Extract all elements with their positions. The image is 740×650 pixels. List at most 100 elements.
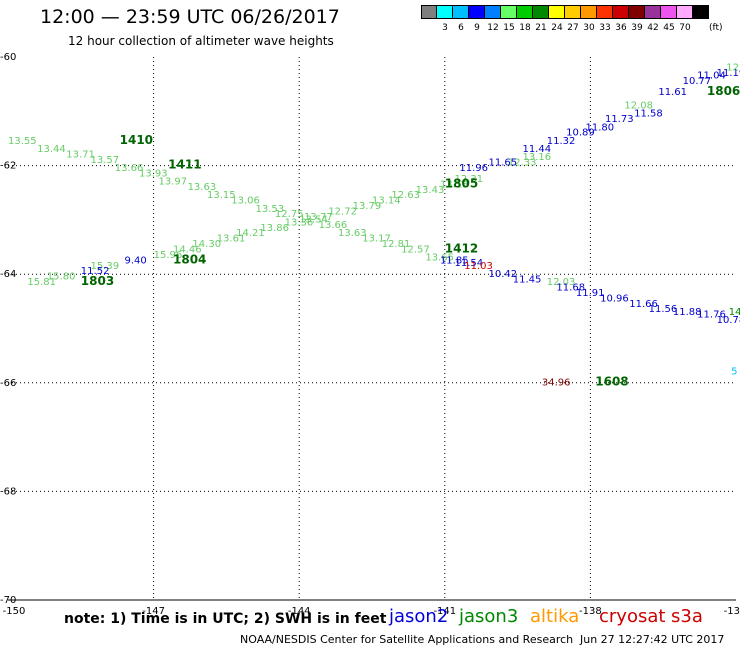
scale-swatch <box>533 5 549 19</box>
track-time-label: 1803 <box>81 274 114 288</box>
track-time-label: 1412 <box>445 241 478 255</box>
wave-height-label: 11.45 <box>513 274 542 285</box>
wave-height-label: 14.21 <box>236 228 265 239</box>
scale-label: 3 <box>442 23 448 33</box>
scale-swatch <box>677 5 693 19</box>
credit-text: NOAA/NESDIS Center for Satellite Applica… <box>240 633 574 646</box>
scale-label: 15 <box>503 23 515 33</box>
wave-height-label: 12 <box>726 63 739 74</box>
lat-tick-label: -64 <box>0 269 16 280</box>
wave-height-label: 10.77 <box>683 76 712 87</box>
wave-height-label: 11.91 <box>576 288 605 299</box>
lon-tick-label: -150 <box>3 606 26 617</box>
scale-label: 24 <box>551 23 563 33</box>
scale-swatch <box>581 5 597 19</box>
scale-label: 45 <box>663 23 675 33</box>
wave-height-label: 14.30 <box>192 239 221 250</box>
lon-tick-label: -147 <box>142 606 165 617</box>
wave-height-label: 11.56 <box>649 304 678 315</box>
wave-height-label: 13.44 <box>37 144 66 155</box>
scale-label: 6 <box>458 23 464 33</box>
track-time-label: 1411 <box>168 157 201 171</box>
wave-height-label: 12.31 <box>455 174 484 185</box>
mission-altika: altika <box>530 606 580 627</box>
wave-height-label: 13.65 <box>425 253 454 264</box>
wave-height-label: 13.63 <box>188 182 217 193</box>
wave-height-label: 13.17 <box>362 234 391 245</box>
lon-tick-label: -13 <box>724 606 740 617</box>
track-time-label: 1805 <box>445 176 478 190</box>
wave-height-label: 13.77 <box>304 212 333 223</box>
wave-height-label: 12.33 <box>508 158 537 169</box>
lat-tick-label: -60 <box>0 52 16 63</box>
scale-swatch <box>613 5 629 19</box>
wave-height-label: 13.97 <box>158 177 187 188</box>
scale-swatch <box>597 5 613 19</box>
scale-swatch <box>661 5 677 19</box>
scale-label: 42 <box>647 23 659 33</box>
wave-height-label: 13.61 <box>217 234 246 245</box>
scale-swatch <box>421 5 437 19</box>
wave-height-label: 9.40 <box>124 255 146 266</box>
wave-height-label: 14.46 <box>173 244 202 255</box>
wave-height-label: 11.19 <box>717 68 740 79</box>
scale-label: 9 <box>474 23 480 33</box>
wave-height-label: 10.96 <box>600 293 629 304</box>
scale-label: 39 <box>631 23 643 33</box>
scale-unit: (ft) <box>709 23 723 33</box>
scale-swatch <box>501 5 517 19</box>
wave-height-label: 15.81 <box>27 277 56 288</box>
scale-label: 18 <box>519 23 531 33</box>
scale-label: 21 <box>535 23 547 33</box>
track-time-label: 1806 <box>707 84 740 98</box>
track-time-label: 1804 <box>173 252 206 266</box>
wave-height-label: 11.04 <box>697 71 726 82</box>
scale-label: 27 <box>567 23 579 33</box>
scale-swatch <box>453 5 469 19</box>
mission-jason3: jason3 <box>459 606 519 627</box>
lon-tick-label: -138 <box>579 606 602 617</box>
wave-height-label: 5 <box>731 367 737 378</box>
wave-height-label: 13.66 <box>115 163 144 174</box>
wave-height-label: 11.76 <box>697 310 726 321</box>
wave-height-label: 13.86 <box>260 223 289 234</box>
wave-height-label: 13.93 <box>139 168 168 179</box>
wave-height-label: 12.57 <box>401 244 430 255</box>
wave-height-label: 15.80 <box>47 272 76 283</box>
wave-height-label: 12.63 <box>391 190 420 201</box>
mission-cryosat: cryosat <box>599 606 666 627</box>
scale-label: 36 <box>615 23 627 33</box>
wave-height-label: 13.36 <box>285 217 314 228</box>
track-time-label: 1608 <box>595 375 628 389</box>
wave-height-label: 11.32 <box>547 136 576 147</box>
wave-height-label: 13.71 <box>66 149 95 160</box>
wave-height-label: 10.42 <box>488 269 517 280</box>
scale-swatch <box>629 5 645 19</box>
wave-height-label: 10.78 <box>717 315 740 326</box>
wave-height-label: 11.85 <box>440 255 469 266</box>
lon-tick-label: -141 <box>433 606 456 617</box>
scale-swatch <box>437 5 453 19</box>
wave-height-label: 15.39 <box>91 261 120 272</box>
wave-height-label: 12.81 <box>382 239 411 250</box>
scale-swatch <box>485 5 501 19</box>
wave-height-label: 13.79 <box>353 201 382 212</box>
wave-height-label: 11.73 <box>605 114 634 125</box>
wave-height-label: 15.96 <box>154 250 183 261</box>
lat-tick-label: -68 <box>0 486 16 497</box>
lat-tick-label: -70 <box>0 595 16 606</box>
graticule <box>8 57 736 601</box>
lat-tick-label: -62 <box>0 161 16 172</box>
axis-tick-labels: -150 -147 -144 -141 -138 -13 -60 -62 -64 -66 -68 -7… <box>0 52 740 617</box>
wave-height-label: 13.13 <box>440 179 469 190</box>
mission-s3a: s3a <box>671 606 703 627</box>
wave-height-label: 12.08 <box>624 101 653 112</box>
wave-height-label: 13.43 <box>416 185 445 196</box>
map-title: 12:00 — 23:59 UTC 06/26/2017 <box>40 6 340 28</box>
wave-height-label: 13.53 <box>256 204 285 215</box>
scale-swatch <box>469 5 485 19</box>
scale-swatch <box>565 5 581 19</box>
wave-height-label: 11.88 <box>673 307 702 318</box>
wave-height-label: 11.68 <box>556 282 585 293</box>
